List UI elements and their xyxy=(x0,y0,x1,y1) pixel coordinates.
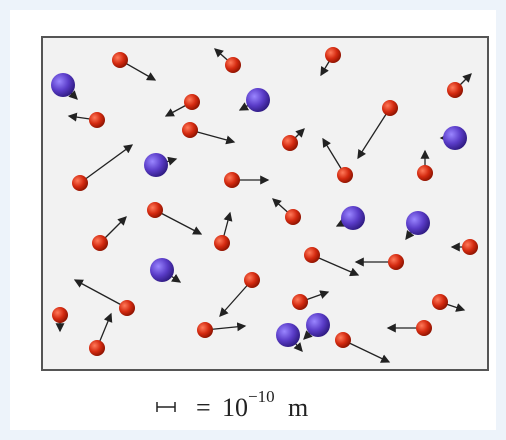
particles xyxy=(51,47,478,363)
velocity-arrow xyxy=(311,254,360,277)
large-molecule xyxy=(406,211,430,235)
small-molecule xyxy=(304,247,320,263)
small-molecule xyxy=(147,202,163,218)
small-molecule xyxy=(335,332,351,348)
small-molecule xyxy=(325,47,341,63)
small-molecule xyxy=(89,112,105,128)
caption-base: 10 xyxy=(222,393,248,422)
large-molecule xyxy=(51,73,75,97)
small-molecule xyxy=(89,340,105,356)
small-molecule xyxy=(52,307,68,323)
large-molecule xyxy=(276,323,300,347)
large-molecule xyxy=(341,206,365,230)
velocity-arrow xyxy=(357,107,391,160)
small-molecule xyxy=(285,209,301,225)
small-molecule xyxy=(112,52,128,68)
small-molecule xyxy=(184,94,200,110)
small-molecule xyxy=(92,235,108,251)
small-molecule xyxy=(197,322,213,338)
large-molecule xyxy=(150,258,174,282)
small-molecule xyxy=(382,100,398,116)
large-molecule xyxy=(246,88,270,112)
small-molecule xyxy=(244,272,260,288)
small-molecule xyxy=(225,57,241,73)
small-molecule xyxy=(462,239,478,255)
small-molecule xyxy=(432,294,448,310)
small-molecule xyxy=(447,82,463,98)
velocity-arrow xyxy=(219,279,253,317)
velocity-arrow xyxy=(73,279,128,309)
caption-unit: m xyxy=(288,393,308,422)
large-molecule xyxy=(443,126,467,150)
small-molecule xyxy=(214,235,230,251)
caption-equals: = xyxy=(196,393,211,422)
small-molecule xyxy=(417,165,433,181)
small-molecule xyxy=(388,254,404,270)
large-molecule xyxy=(144,153,168,177)
small-molecule xyxy=(292,294,308,310)
small-molecule xyxy=(224,172,240,188)
small-molecule xyxy=(416,320,432,336)
scale-bar xyxy=(156,402,176,412)
velocity-arrow xyxy=(342,339,391,363)
small-molecule xyxy=(72,175,88,191)
small-molecule xyxy=(337,167,353,183)
small-molecule xyxy=(182,122,198,138)
velocity-arrow xyxy=(154,209,203,235)
small-molecule xyxy=(119,300,135,316)
velocity-arrow xyxy=(79,144,134,184)
caption-exponent: −10 xyxy=(248,387,275,406)
small-molecule xyxy=(282,135,298,151)
large-molecule xyxy=(306,313,330,337)
